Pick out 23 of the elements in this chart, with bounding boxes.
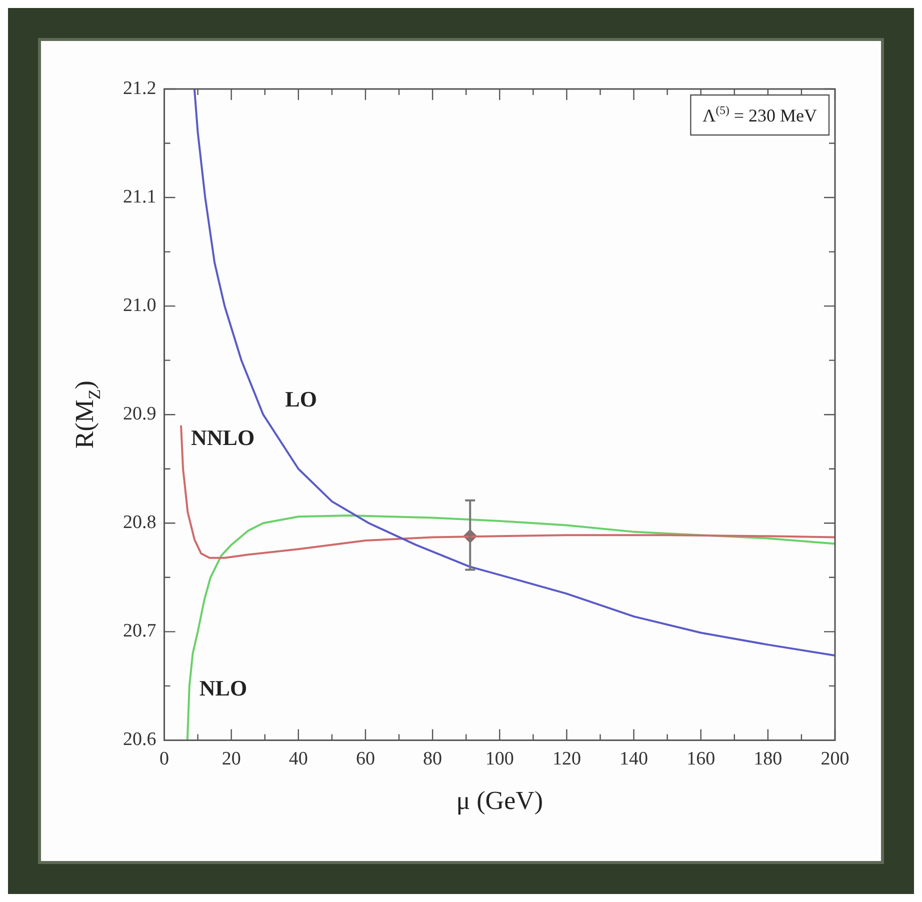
x-tick-label: 40 — [288, 748, 308, 770]
x-tick-label: 60 — [356, 748, 375, 770]
y-tick-label: 21.1 — [123, 186, 156, 208]
x-tick-label: 160 — [686, 748, 716, 770]
x-tick-label: 200 — [820, 748, 850, 770]
series-label: LO — [285, 386, 317, 412]
x-tick-label: 180 — [754, 748, 782, 770]
x-tick-label: 100 — [485, 748, 514, 770]
x-tick-label: 120 — [552, 748, 581, 770]
y-tick-label: 20.9 — [123, 404, 156, 425]
x-tick-label: 20 — [222, 748, 241, 770]
y-tick-label: 20.8 — [123, 512, 156, 534]
x-tick-label: 140 — [620, 748, 648, 770]
y-tick-label: 21.0 — [123, 295, 156, 316]
series-label: NNLO — [191, 425, 255, 450]
y-tick-label: 20.6 — [123, 729, 156, 750]
series-label: NLO — [199, 676, 248, 701]
y-axis-title: R(MZ) — [70, 380, 104, 449]
x-axis-title: μ (GeV) — [456, 786, 544, 816]
x-tick-label: 0 — [160, 748, 169, 770]
y-tick-label: 21.2 — [123, 78, 156, 99]
x-tick-label: 80 — [423, 748, 442, 770]
y-tick-label: 20.7 — [123, 620, 156, 642]
